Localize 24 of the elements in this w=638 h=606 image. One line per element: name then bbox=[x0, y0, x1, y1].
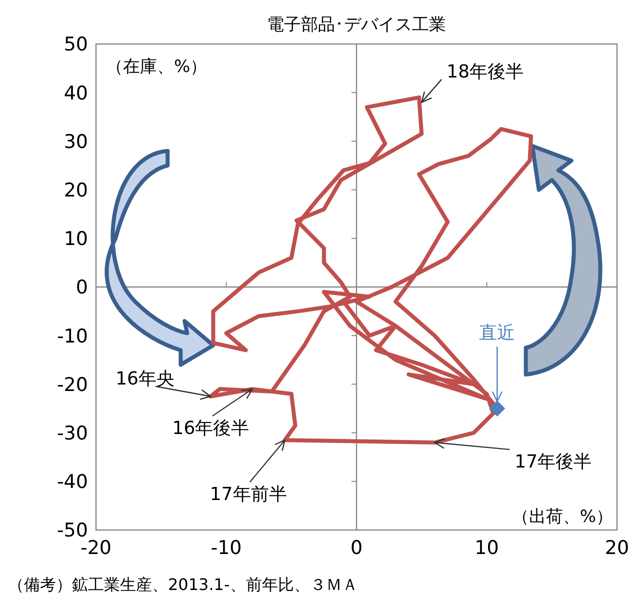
chart-title: 電子部品･デバイス工業 bbox=[267, 15, 446, 35]
y-tick-label: -10 bbox=[56, 325, 88, 348]
annotation: 16年央 bbox=[116, 368, 175, 390]
y-tick-label: 0 bbox=[76, 276, 88, 299]
y-tick-label: 50 bbox=[64, 34, 88, 56]
annotation: 17年前半 bbox=[210, 484, 287, 506]
y-tick-label: -40 bbox=[56, 471, 88, 494]
x-tick-label: 0 bbox=[350, 537, 363, 559]
y-tick-label: 30 bbox=[64, 130, 88, 153]
annotation: 18年後半 bbox=[446, 61, 524, 82]
x-tick-label: 20 bbox=[604, 537, 630, 559]
x-tick-label: 10 bbox=[474, 537, 499, 559]
y-axis-title: （在庫、%） bbox=[106, 57, 208, 77]
text: （備考）鉱工業生産、2013.1-、前年比、３ＭＡ bbox=[8, 575, 358, 594]
annotation: 17年後半 bbox=[514, 452, 592, 473]
x-tick-label: -10 bbox=[210, 537, 242, 559]
annotation: 直近 bbox=[479, 322, 516, 344]
y-tick-label: 40 bbox=[64, 82, 88, 104]
x-axis-title: （出荷、%） bbox=[512, 507, 613, 527]
y-tick-label: -30 bbox=[56, 422, 88, 444]
y-tick-label: 10 bbox=[64, 228, 88, 250]
y-tick-label: 20 bbox=[64, 179, 88, 202]
y-tick-label: -20 bbox=[56, 374, 88, 396]
annotation: 16年後半 bbox=[172, 418, 250, 440]
